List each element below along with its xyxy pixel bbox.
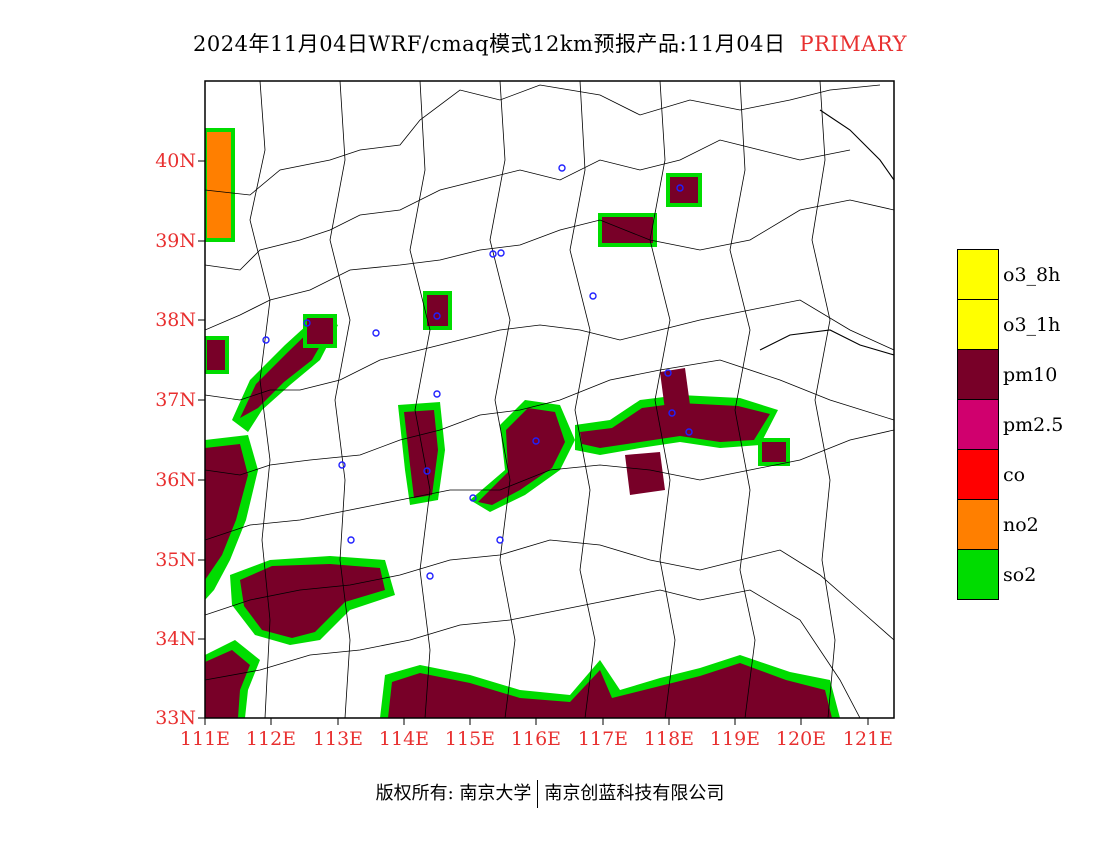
legend [957,249,999,600]
lon-label-114e: 114E [378,728,430,750]
spot-no2-upper-left [205,128,235,242]
spot-north-1 [666,173,702,207]
lon-label-113e: 113E [312,728,364,750]
lon-label-117e: 117E [577,728,629,750]
legend-swatch-no2 [957,499,999,549]
plume-lower-left-core [205,650,250,718]
title-variant: PRIMARY [799,32,907,56]
lat-label-40n: 40N [155,150,196,172]
footer-right: 南京创蓝科技有限公司 [544,783,725,804]
spot-north-6 [758,438,790,466]
legend-swatch-o3-1h [957,299,999,349]
spot-north-5 [205,336,229,374]
footer-separator [537,780,539,808]
legend-swatch-o3-8h [957,249,999,299]
legend-swatch-pm10 [957,349,999,399]
spot-north-4 [303,314,337,348]
lon-label-121e: 121E [842,728,894,750]
plume-central-b-core [478,408,565,505]
pollution-fields [205,128,840,718]
map-plot-area [205,81,894,718]
legend-swatch-co [957,449,999,499]
plume-east-belt-core [580,403,770,448]
copyright-footer: 版权所有: 南京大学 南京创蓝科技有限公司 [0,779,1100,808]
map-title: 2024年11月04日WRF/cmaq模式12km预报产品:11月04日 PRIM… [0,28,1100,58]
plume-central-a-core [404,410,438,498]
legend-label-pm10: pm10 [1003,364,1058,386]
lon-label-118e: 118E [643,728,695,750]
lat-label-37n: 37N [155,389,196,411]
city-markers [262,164,693,580]
plume-sw-core [240,564,385,638]
tick-marks [198,160,869,725]
legend-swatch-pm25 [957,399,999,449]
title-text: 2024年11月04日WRF/cmaq模式12km预报产品:11月04日 [193,32,786,56]
lon-label-115e: 115E [444,728,496,750]
legend-label-so2: so2 [1003,564,1037,586]
spot-north-2 [598,213,657,247]
plume-east-belt-3 [660,368,690,410]
lat-label-33n: 33N [155,707,196,729]
legend-label-o3-1h: o3_1h [1003,314,1061,336]
lat-label-39n: 39N [155,230,196,252]
lon-label-112e: 112E [245,728,297,750]
lat-label-35n: 35N [155,549,196,571]
plume-east-belt-2 [625,452,665,495]
lat-label-34n: 34N [155,628,196,650]
lat-label-38n: 38N [155,309,196,331]
plume-south-band-core [388,663,832,718]
lon-label-111e: 111E [179,728,231,750]
legend-label-co: co [1003,464,1026,486]
legend-swatch-so2 [957,549,999,600]
lon-label-119e: 119E [709,728,761,750]
footer-left: 版权所有: 南京大学 [375,783,532,804]
legend-label-pm25: pm2.5 [1003,414,1064,436]
legend-label-o3-8h: o3_8h [1003,264,1061,286]
lat-label-36n: 36N [155,469,196,491]
lon-label-120e: 120E [775,728,827,750]
legend-label-no2: no2 [1003,514,1039,536]
plume-west-edge-core [205,444,248,580]
boundary-lines [205,81,894,718]
spot-north-3 [423,291,452,330]
lon-label-116e: 116E [510,728,562,750]
